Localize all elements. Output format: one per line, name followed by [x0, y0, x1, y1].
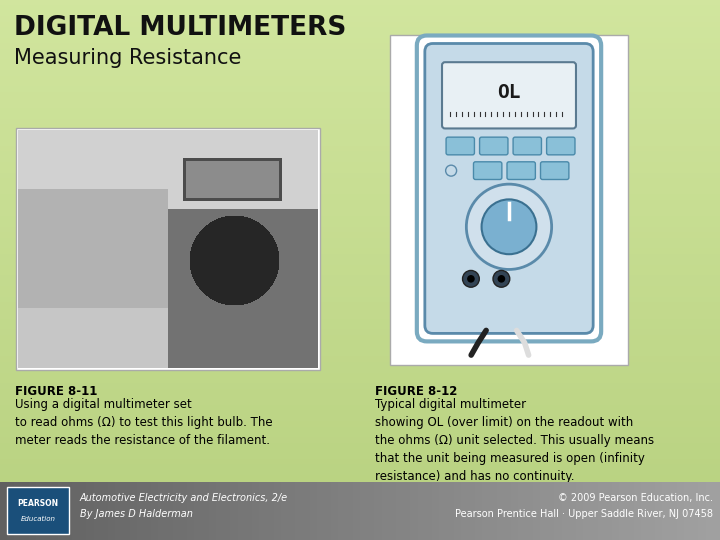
- FancyBboxPatch shape: [546, 137, 575, 155]
- Bar: [16, 128, 320, 370]
- FancyBboxPatch shape: [507, 162, 536, 179]
- Text: Pearson Prentice Hall · Upper Saddle River, NJ 07458: Pearson Prentice Hall · Upper Saddle Riv…: [455, 509, 713, 519]
- Circle shape: [482, 199, 536, 254]
- Text: FIGURE 8-11: FIGURE 8-11: [15, 385, 97, 398]
- Text: By James D Halderman: By James D Halderman: [80, 509, 193, 519]
- Text: Education: Education: [20, 516, 55, 522]
- FancyBboxPatch shape: [541, 162, 569, 179]
- Text: Using a digital multimeter set
to read ohms (Ω) to test this light bulb. The
met: Using a digital multimeter set to read o…: [15, 398, 273, 447]
- Text: Automotive Electricity and Electronics, 2/e: Automotive Electricity and Electronics, …: [80, 493, 288, 503]
- Text: DIGITAL MULTIMETERS: DIGITAL MULTIMETERS: [14, 15, 346, 41]
- Circle shape: [467, 275, 474, 282]
- Text: Measuring Resistance: Measuring Resistance: [14, 48, 241, 68]
- Text: Typical digital multimeter
showing OL (over limit) on the readout with
the ohms : Typical digital multimeter showing OL (o…: [375, 398, 654, 483]
- FancyBboxPatch shape: [425, 44, 593, 333]
- Circle shape: [462, 271, 480, 287]
- FancyBboxPatch shape: [474, 162, 502, 179]
- Bar: [7, 487, 69, 534]
- Text: © 2009 Pearson Education, Inc.: © 2009 Pearson Education, Inc.: [558, 493, 713, 503]
- Circle shape: [498, 275, 505, 282]
- FancyBboxPatch shape: [513, 137, 541, 155]
- Circle shape: [467, 184, 552, 269]
- Text: PEARSON: PEARSON: [17, 498, 58, 508]
- FancyBboxPatch shape: [446, 137, 474, 155]
- Text: OL: OL: [498, 83, 521, 102]
- FancyBboxPatch shape: [442, 62, 576, 129]
- Bar: [390, 35, 628, 365]
- FancyBboxPatch shape: [480, 137, 508, 155]
- Text: FIGURE 8-12: FIGURE 8-12: [375, 385, 457, 398]
- Circle shape: [493, 271, 510, 287]
